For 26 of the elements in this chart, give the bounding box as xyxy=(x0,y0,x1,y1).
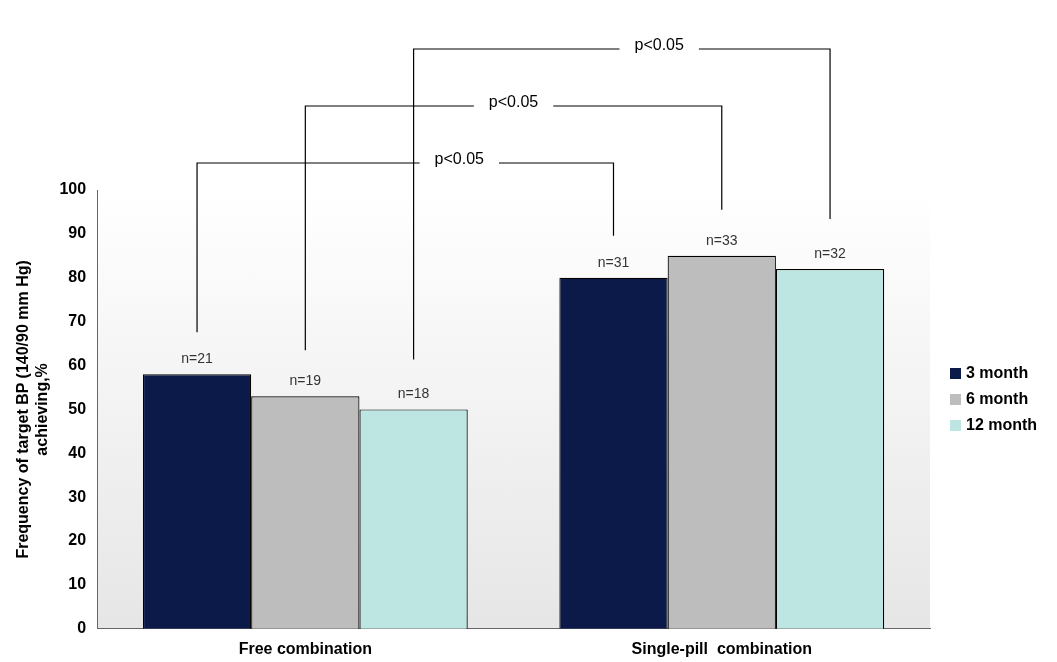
y-tick-label: 80 xyxy=(68,268,87,286)
x-tick-label: Single-pill combination xyxy=(631,639,812,657)
annotation: n=18 xyxy=(397,385,430,402)
y-tick-label: 30 xyxy=(68,487,87,505)
y-tick-label: 10 xyxy=(68,575,87,593)
y-tick-label: 20 xyxy=(68,531,87,549)
y-tick-label: 70 xyxy=(68,312,87,330)
y-tick-label: 50 xyxy=(68,399,87,417)
text: p<0.05 xyxy=(434,150,485,168)
text: p<0.05 xyxy=(634,36,684,54)
text: p<0.05 xyxy=(488,93,539,111)
y-tick-label: 60 xyxy=(68,355,87,373)
x-tick-label: Free combination xyxy=(238,639,372,657)
annotation: n=19 xyxy=(289,372,322,389)
y-axis-title: Frequency of target BP (140/90 mm Hg) achieving,% xyxy=(14,260,51,559)
legend-label: 12 month xyxy=(966,416,1038,434)
legend-label: 3 month xyxy=(966,364,1029,382)
annotation: n=32 xyxy=(814,244,847,261)
y-tick-label: 40 xyxy=(68,443,87,461)
y-tick-label: 90 xyxy=(68,224,87,242)
y-tick-label: 100 xyxy=(59,180,87,198)
annotation: n=31 xyxy=(597,253,630,270)
y-tick-label: 0 xyxy=(77,619,87,637)
annotation: n=33 xyxy=(706,231,738,248)
annotation: n=21 xyxy=(181,350,214,367)
legend-label: 6 month xyxy=(966,390,1029,408)
